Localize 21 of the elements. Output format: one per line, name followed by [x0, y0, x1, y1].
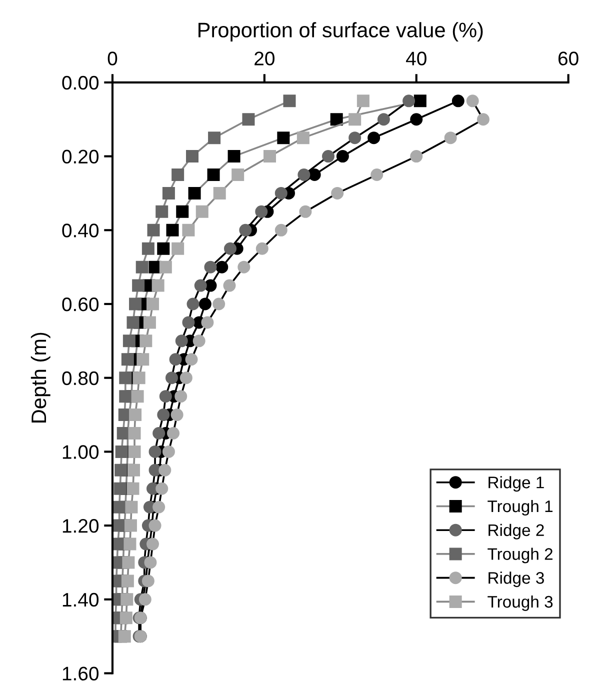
x-tick-label: 40 [406, 52, 426, 66]
x-tick-label: 20 [254, 52, 274, 66]
x-axis-title: Proportion of surface value (%) [198, 22, 483, 42]
legend-label: Trough 3 [488, 595, 553, 611]
y-tick-label: 1.00 [62, 445, 99, 459]
y-tick-label: 1.20 [62, 519, 99, 533]
legend-label: Ridge 1 [488, 476, 544, 492]
x-tick-label: 0 [108, 52, 118, 66]
y-tick-label: 0.80 [62, 371, 99, 386]
legend-label: Trough 2 [488, 548, 552, 564]
y-tick-label: 1.40 [62, 592, 99, 607]
legend-label: Trough 1 [488, 500, 553, 516]
y-tick-label: 1.60 [62, 666, 99, 680]
y-tick-label: 0.40 [62, 224, 99, 238]
legend-label: Ridge 3 [488, 572, 544, 588]
y-tick-label: 0.00 [62, 76, 99, 90]
x-tick-label: 60 [558, 52, 578, 66]
legend-label: Ridge 2 [488, 524, 544, 540]
y-axis-title: Depth (m) [30, 332, 50, 422]
y-tick-label: 0.60 [62, 297, 99, 312]
y-tick-label: 0.20 [62, 150, 99, 164]
